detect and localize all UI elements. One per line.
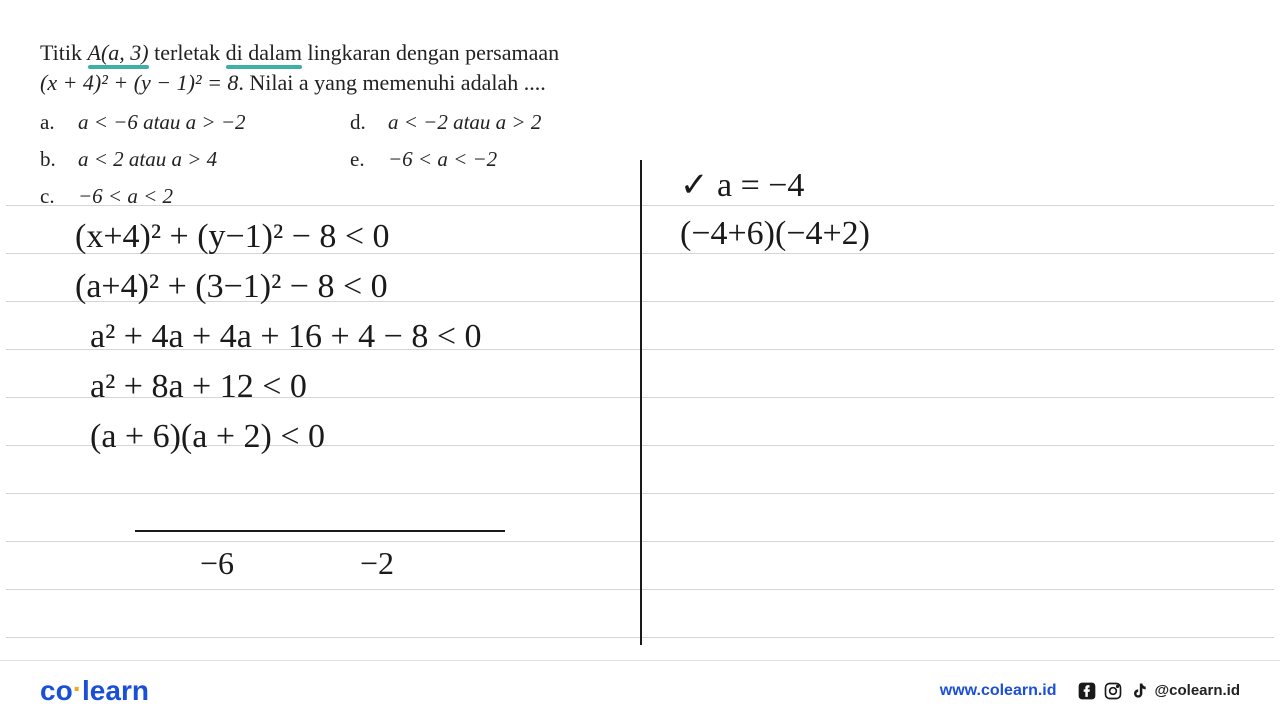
hw-left-line-1: (x+4)² + (y−1)² − 8 < 0 — [75, 218, 390, 256]
logo-dot-icon: · — [73, 673, 82, 704]
choice-b-text: a < 2 atau a > 4 — [78, 147, 217, 172]
q-pre: Titik — [40, 40, 88, 65]
logo-learn: learn — [82, 675, 149, 706]
social-icons: @colearn.id — [1077, 681, 1240, 701]
choice-e: e. −6 < a < −2 — [350, 147, 630, 172]
q-line2-post: . Nilai a yang memenuhi adalah .... — [238, 70, 545, 95]
choice-e-text: −6 < a < −2 — [388, 147, 497, 172]
facebook-icon[interactable] — [1077, 681, 1097, 701]
vertical-divider — [640, 160, 642, 645]
question-line-1: Titik A(a, 3) terletak di dalam lingkara… — [40, 40, 1240, 66]
choice-d-label: d. — [350, 110, 370, 135]
tiktok-icon[interactable] — [1129, 681, 1149, 701]
question-line-2: (x + 4)² + (y − 1)² = 8. Nilai a yang me… — [40, 70, 1240, 96]
choice-d-text: a < −2 atau a > 2 — [388, 110, 541, 135]
logo-co: co — [40, 675, 73, 706]
hw-right-line-1: ✓ a = −4 — [680, 165, 804, 205]
instagram-icon[interactable] — [1103, 681, 1123, 701]
q-equation: (x + 4)² + (y − 1)² = 8 — [40, 70, 238, 95]
q-didalam-underlined: di dalam — [226, 40, 302, 66]
hw-left-line-3: a² + 4a + 4a + 16 + 4 − 8 < 0 — [90, 318, 482, 356]
choice-a-text: a < −6 atau a > −2 — [78, 110, 246, 135]
choice-b: b. a < 2 atau a > 4 — [40, 147, 320, 172]
hw-right-line-2: (−4+6)(−4+2) — [680, 215, 870, 253]
hw-left-line-4: a² + 8a + 12 < 0 — [90, 368, 307, 406]
choice-d: d. a < −2 atau a > 2 — [350, 110, 630, 135]
hw-left-line-5: (a + 6)(a + 2) < 0 — [90, 418, 325, 456]
social-handle: @colearn.id — [1155, 682, 1240, 699]
q-post: lingkaran dengan persamaan — [302, 40, 559, 65]
q-mid: terletak — [149, 40, 226, 65]
choice-b-label: b. — [40, 147, 60, 172]
choice-a-label: a. — [40, 110, 60, 135]
choice-e-label: e. — [350, 147, 370, 172]
number-line-tick-right: −2 — [360, 545, 394, 582]
footer-right: www.colearn.id @colearn.id — [940, 681, 1240, 701]
number-line-tick-left: −6 — [200, 545, 234, 582]
footer-bar: co·learn www.colearn.id @colearn.id — [0, 660, 1280, 720]
choice-a: a. a < −6 atau a > −2 — [40, 110, 320, 135]
colearn-logo: co·learn — [40, 675, 149, 707]
q-point-underlined: A(a, 3) — [88, 40, 149, 66]
number-line — [135, 530, 505, 532]
website-link[interactable]: www.colearn.id — [940, 682, 1057, 700]
hw-left-line-2: (a+4)² + (3−1)² − 8 < 0 — [75, 268, 388, 306]
